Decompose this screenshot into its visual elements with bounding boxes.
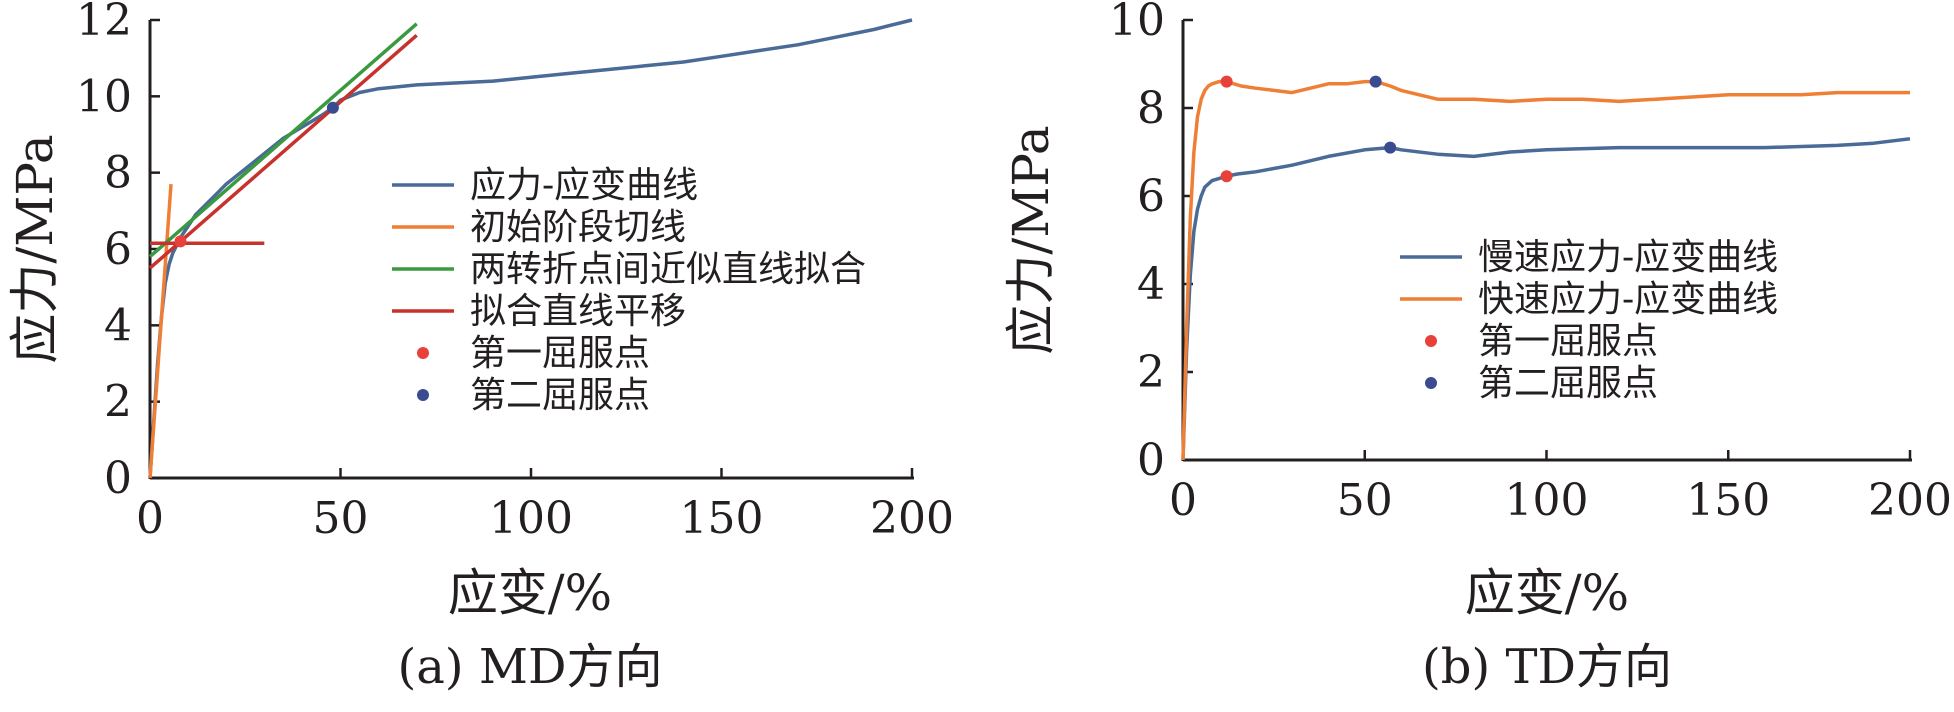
chart-td: 0 50 100 150 200 0 2 4 6 8 10 慢速应力-应变曲线快速应力-应变曲线第一屈… <box>1002 0 1952 695</box>
x-tick-label: 200 <box>1868 475 1952 526</box>
y-tick-label: 4 <box>1137 259 1165 310</box>
x-tick-label: 50 <box>313 493 369 544</box>
series-line-3 <box>148 33 418 270</box>
legend-entry: 慢速应力-应变曲线 <box>1478 237 1778 278</box>
y-tick-label: 4 <box>104 300 132 351</box>
y-tick-label: 0 <box>1137 435 1165 486</box>
x-tick-label: 100 <box>489 493 573 544</box>
y-tick-label: 2 <box>104 377 132 428</box>
x-tick-label: 0 <box>1169 475 1197 526</box>
legend-swatch <box>417 389 429 401</box>
yield-point-marker <box>1369 75 1382 88</box>
x-tick-label: 150 <box>1686 475 1770 526</box>
y-tick-label: 8 <box>1137 83 1165 134</box>
x-tick-label: 100 <box>1505 475 1589 526</box>
y-axis-label: 应力/MPa <box>6 134 64 363</box>
y-tick-label: 10 <box>76 71 132 122</box>
series-line-2 <box>148 22 418 258</box>
series-line-1 <box>1181 79 1910 461</box>
series-line-0 <box>148 18 913 479</box>
chart-md: 0 50 100 150 200 0 2 4 6 8 10 12 应力-应变曲线初始阶段切线两转折点间近… <box>6 0 954 695</box>
y-tick-label: 6 <box>104 224 132 275</box>
x-tick-label: 0 <box>136 493 164 544</box>
legend-entry: 第二屈服点 <box>1478 363 1658 404</box>
legend-entry: 第一屈服点 <box>470 333 650 374</box>
yield-point-marker <box>1384 141 1397 154</box>
y-tick-label: 2 <box>1137 347 1165 398</box>
series-line-0 <box>1181 137 1911 461</box>
legend-entry: 初始阶段切线 <box>470 207 686 248</box>
legend-entry: 两转折点间近似直线拟合 <box>470 249 866 290</box>
chart-caption: (a) MD方向 <box>398 639 663 695</box>
yield-point-marker <box>326 101 339 114</box>
legend-swatch <box>1425 377 1437 389</box>
y-tick-label: 6 <box>1137 171 1165 222</box>
legend-entry: 快速应力-应变曲线 <box>1478 279 1778 320</box>
chart-caption: (b) TD方向 <box>1422 639 1672 695</box>
y-tick-label: 10 <box>1109 0 1165 46</box>
legend-entry: 拟合直线平移 <box>470 291 686 332</box>
x-tick-label: 200 <box>870 493 954 544</box>
x-tick-label: 50 <box>1337 475 1393 526</box>
x-axis-label: 应变/% <box>448 564 612 622</box>
x-axis-label: 应变/% <box>1465 564 1629 622</box>
legend-swatch <box>417 347 429 359</box>
legend-swatch <box>1425 335 1437 347</box>
y-tick-label: 12 <box>76 0 132 46</box>
series-line-1 <box>148 183 173 479</box>
legend-entry: 第二屈服点 <box>470 375 650 416</box>
y-tick-label: 8 <box>104 148 132 199</box>
y-axis-label: 应力/MPa <box>1002 125 1060 354</box>
yield-point-marker <box>174 235 187 248</box>
x-tick-label: 150 <box>680 493 764 544</box>
y-tick-label: 0 <box>104 453 132 504</box>
legend-entry: 应力-应变曲线 <box>470 165 698 206</box>
yield-point-marker <box>1220 75 1233 88</box>
yield-point-marker <box>1220 170 1233 183</box>
legend-entry: 第一屈服点 <box>1478 321 1658 362</box>
